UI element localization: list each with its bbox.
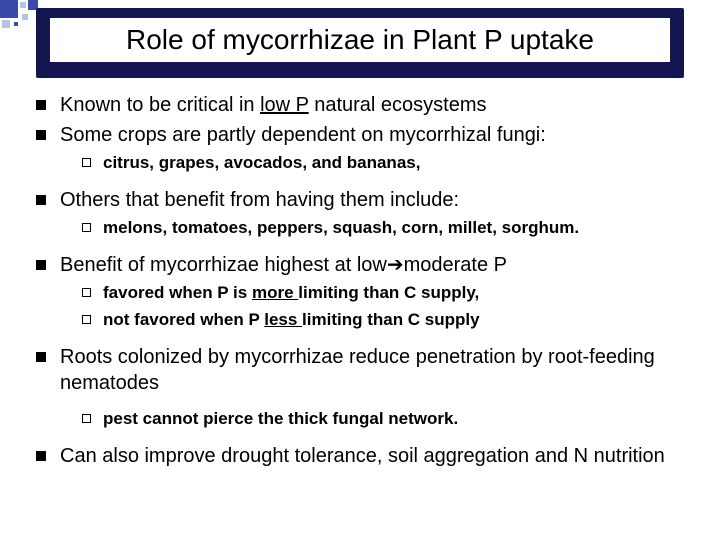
- hollow-square-bullet-icon: [82, 288, 91, 297]
- bullet-text: pest cannot pierce the thick fungal netw…: [103, 408, 684, 431]
- bullet-text: favored when P is more limiting than C s…: [103, 282, 684, 305]
- square-bullet-icon: [36, 100, 46, 110]
- bullet-level1: Can also improve drought tolerance, soil…: [36, 443, 684, 469]
- hollow-square-bullet-icon: [82, 158, 91, 167]
- bullet-level2: pest cannot pierce the thick fungal netw…: [82, 408, 684, 431]
- square-bullet-icon: [36, 260, 46, 270]
- bullet-text: not favored when P less limiting than C …: [103, 309, 684, 332]
- slide-title: Role of mycorrhizae in Plant P uptake: [50, 18, 670, 62]
- bullet-text: Some crops are partly dependent on mycor…: [60, 122, 684, 148]
- hollow-square-bullet-icon: [82, 414, 91, 423]
- bullet-text: Others that benefit from having them inc…: [60, 187, 684, 213]
- bullet-level1: Roots colonized by mycorrhizae reduce pe…: [36, 344, 684, 396]
- slide-body: Known to be critical in low P natural ec…: [36, 92, 684, 528]
- bullet-level1: Some crops are partly dependent on mycor…: [36, 122, 684, 148]
- bullet-text: Known to be critical in low P natural ec…: [60, 92, 684, 118]
- square-bullet-icon: [36, 451, 46, 461]
- hollow-square-bullet-icon: [82, 315, 91, 324]
- deco-square: [14, 22, 18, 26]
- bullet-text: Can also improve drought tolerance, soil…: [60, 443, 684, 469]
- bullet-text: Benefit of mycorrhizae highest at low➔mo…: [60, 252, 684, 278]
- bullet-text: melons, tomatoes, peppers, squash, corn,…: [103, 217, 684, 240]
- bullet-level2: melons, tomatoes, peppers, squash, corn,…: [82, 217, 684, 240]
- bullet-text: citrus, grapes, avocados, and bananas,: [103, 152, 684, 175]
- bullet-text: Roots colonized by mycorrhizae reduce pe…: [60, 344, 684, 396]
- bullet-level1: Others that benefit from having them inc…: [36, 187, 684, 213]
- bullet-level2: citrus, grapes, avocados, and bananas,: [82, 152, 684, 175]
- bullet-level1: Benefit of mycorrhizae highest at low➔mo…: [36, 252, 684, 278]
- deco-square: [0, 0, 18, 18]
- bullet-level2: favored when P is more limiting than C s…: [82, 282, 684, 305]
- deco-square: [2, 20, 10, 28]
- hollow-square-bullet-icon: [82, 223, 91, 232]
- square-bullet-icon: [36, 195, 46, 205]
- square-bullet-icon: [36, 130, 46, 140]
- bullet-level2: not favored when P less limiting than C …: [82, 309, 684, 332]
- deco-square: [22, 14, 28, 20]
- deco-square: [20, 2, 26, 8]
- square-bullet-icon: [36, 352, 46, 362]
- bullet-level1: Known to be critical in low P natural ec…: [36, 92, 684, 118]
